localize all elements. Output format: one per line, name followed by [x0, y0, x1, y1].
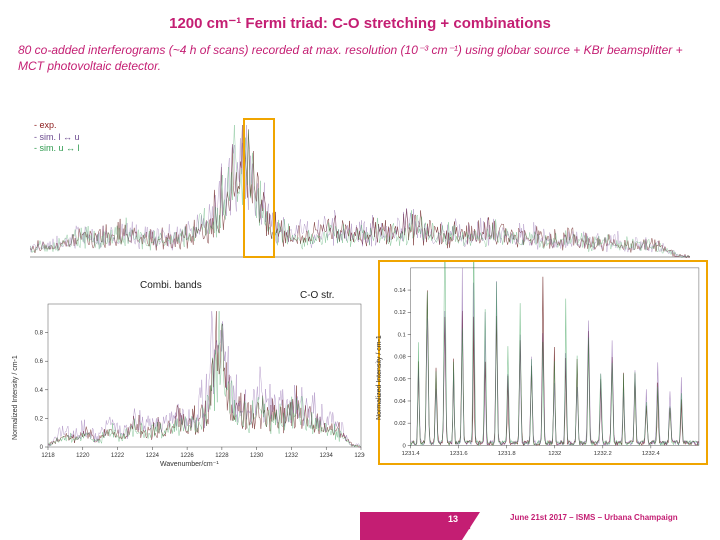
ylabel-br: Normalized Intensity / cm-1 [376, 335, 383, 420]
svg-text:1228: 1228 [215, 453, 229, 459]
svg-text:1232: 1232 [548, 451, 561, 457]
page-divider: │ [466, 512, 475, 528]
svg-text:0.1: 0.1 [398, 332, 406, 338]
page-number: 13 [448, 514, 458, 524]
svg-text:1222: 1222 [111, 453, 125, 459]
label-combi-bands: Combi. bands [140, 280, 202, 291]
xlabel-bl: Wavenumber/cm⁻¹ [160, 460, 219, 468]
svg-text:1236: 1236 [354, 453, 365, 459]
svg-text:1224: 1224 [146, 453, 160, 459]
svg-text:0.04: 0.04 [394, 399, 406, 405]
svg-text:0.02: 0.02 [394, 421, 405, 427]
svg-text:1231.6: 1231.6 [450, 451, 469, 457]
svg-text:1231.4: 1231.4 [402, 451, 421, 457]
svg-text:0.8: 0.8 [35, 331, 44, 337]
slide-title: 1200 cm⁻¹ Fermi triad: C-O stretching + … [0, 0, 720, 38]
footer-accent [360, 512, 480, 540]
footer: 13 │ June 21st 2017 – ISMS – Urbana Cham… [0, 500, 720, 540]
svg-text:0.14: 0.14 [394, 288, 406, 294]
svg-text:1220: 1220 [76, 453, 90, 459]
svg-text:1226: 1226 [180, 453, 194, 459]
svg-text:0: 0 [402, 443, 406, 449]
footer-text: June 21st 2017 – ISMS – Urbana Champaign [510, 513, 678, 522]
svg-text:1231.8: 1231.8 [498, 451, 517, 457]
slide-subtitle: 80 co-added interferograms (~4 h of scan… [0, 38, 720, 82]
ylabel-bl: Normalized Intensity / cm-1 [12, 355, 19, 440]
svg-text:0.08: 0.08 [394, 355, 406, 361]
svg-text:0.06: 0.06 [394, 377, 406, 383]
svg-text:0.4: 0.4 [35, 388, 44, 394]
svg-text:0: 0 [40, 445, 44, 451]
svg-text:1232.2: 1232.2 [594, 451, 612, 457]
spectrum-bottom-left: 1218 1220 1222 1224 1226 1228 1230 1232 1234 1236… [20, 300, 365, 465]
svg-text:1232: 1232 [285, 453, 299, 459]
svg-text:1232.4: 1232.4 [642, 451, 661, 457]
svg-text:1234: 1234 [320, 453, 334, 459]
svg-text:1230: 1230 [250, 453, 264, 459]
svg-text:0.2: 0.2 [35, 416, 44, 422]
spectrum-top [30, 118, 690, 258]
svg-text:1218: 1218 [41, 453, 55, 459]
svg-text:0.12: 0.12 [394, 310, 405, 316]
spectrum-bottom-right: 1231.4 1231.6 1231.8 1232 1232.2 1232.4 0 0.02 0… [378, 260, 708, 465]
svg-text:0.6: 0.6 [35, 359, 44, 365]
